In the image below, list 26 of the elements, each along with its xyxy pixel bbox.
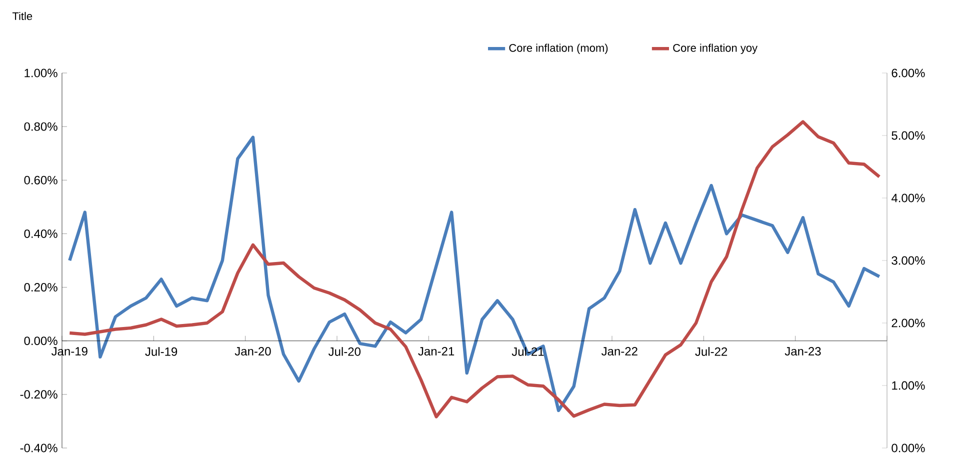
y2-tick-label: 1.00% xyxy=(892,381,925,390)
y2-tick-label: 6.00% xyxy=(892,68,925,78)
legend-label: Core inflation yoy xyxy=(673,44,758,54)
chart-title: Title xyxy=(12,12,32,20)
x-tick-label: Jan-23 xyxy=(784,347,821,356)
y-tick-label: 0.80% xyxy=(24,122,58,131)
x-tick-label: Jul-20 xyxy=(328,347,361,356)
y2-tick-label: 5.00% xyxy=(892,131,925,140)
y2-tick-label: 2.00% xyxy=(892,318,925,328)
y-tick-label: 0.20% xyxy=(24,283,58,292)
y-tick-label: 1.00% xyxy=(24,68,58,78)
y-tick-label: 0.40% xyxy=(24,229,58,238)
x-tick-label: Jan-22 xyxy=(601,347,638,356)
y-tick-label: -0.40% xyxy=(20,444,58,452)
x-tick-label: Jan-21 xyxy=(418,347,454,356)
legend-label: Core inflation (mom) xyxy=(509,44,608,54)
y-tick-label: 0.00% xyxy=(24,336,58,346)
x-tick-label: Jan-20 xyxy=(234,347,271,356)
x-tick-label: Jan-19 xyxy=(51,347,88,356)
x-tick-label: Jul-22 xyxy=(695,347,728,356)
y2-tick-label: 4.00% xyxy=(891,194,925,202)
y2-tick-label: 3.00% xyxy=(892,256,925,265)
y-tick-label: 0.60% xyxy=(24,176,58,184)
x-tick-label: Jul-19 xyxy=(145,347,178,356)
y2-tick-label: 0.00% xyxy=(892,444,925,452)
y-tick-label: -0.20% xyxy=(20,390,58,399)
